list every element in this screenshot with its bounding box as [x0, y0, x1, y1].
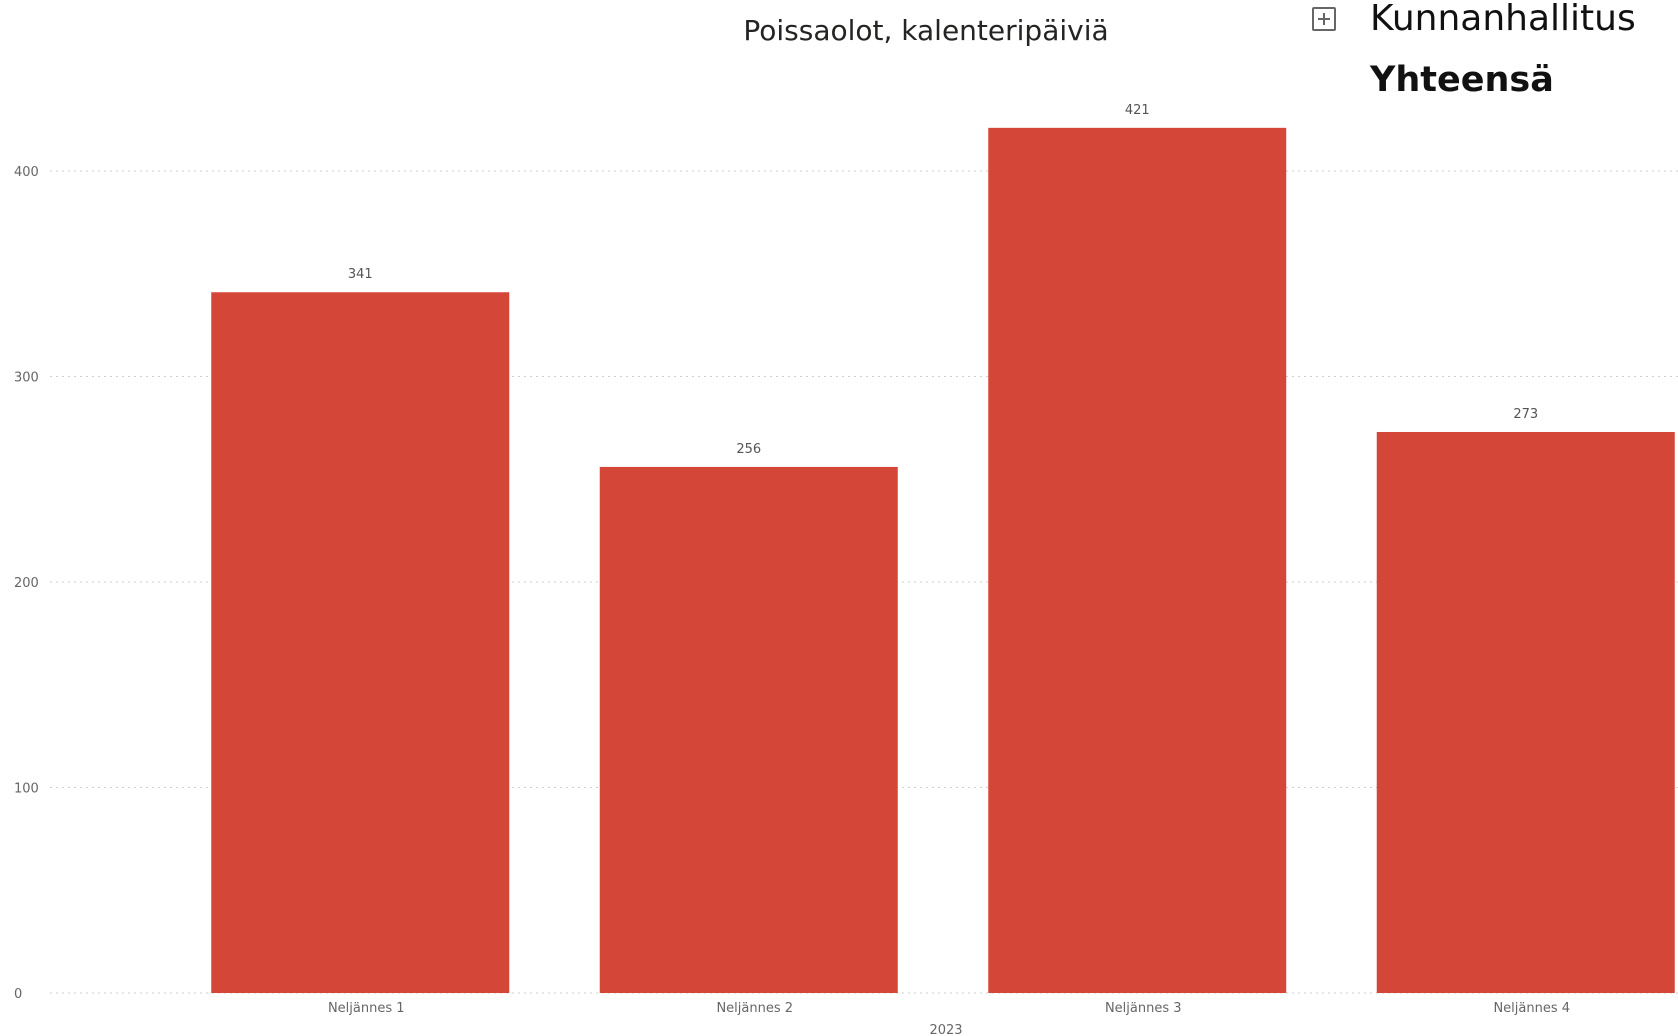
bar-4	[1376, 431, 1675, 993]
y-tick-label-100: 100	[14, 782, 39, 797]
bars	[211, 127, 1675, 994]
chart-title: Poissaolot, kalenteripäiviä	[743, 14, 1108, 47]
bar-1	[211, 292, 510, 993]
x-tick-label-1: Neljännes 1	[328, 1001, 405, 1016]
x-axis-group-label: 2023	[929, 1023, 962, 1036]
data-labels: 341 256 421 273	[348, 103, 1538, 457]
y-tick-label-200: 200	[14, 576, 39, 591]
bar-3	[988, 127, 1287, 994]
x-axis-tick-labels: Neljännes 1 Neljännes 2 Neljännes 3 Neljänn…	[328, 1001, 1570, 1016]
y-tick-label-400: 400	[14, 165, 39, 180]
expand-plus-icon[interactable]	[1312, 7, 1336, 31]
bar-2	[599, 466, 898, 993]
data-label-2: 256	[736, 442, 761, 457]
y-tick-label-300: 300	[14, 371, 39, 386]
data-label-1: 341	[348, 267, 373, 282]
legend-item-total: Yhteensä	[1370, 60, 1554, 100]
x-tick-label-4: Neljännes 4	[1493, 1001, 1570, 1016]
x-tick-label-3: Neljännes 3	[1105, 1001, 1182, 1016]
y-axis-tick-labels: 0 100 200 300 400	[14, 165, 39, 1002]
legend-item-kunnanhallitus[interactable]: Kunnanhallitus	[1370, 0, 1636, 39]
y-tick-label-0: 0	[14, 987, 22, 1002]
data-label-4: 273	[1513, 407, 1538, 422]
data-label-3: 421	[1125, 103, 1150, 118]
x-tick-label-2: Neljännes 2	[716, 1001, 793, 1016]
